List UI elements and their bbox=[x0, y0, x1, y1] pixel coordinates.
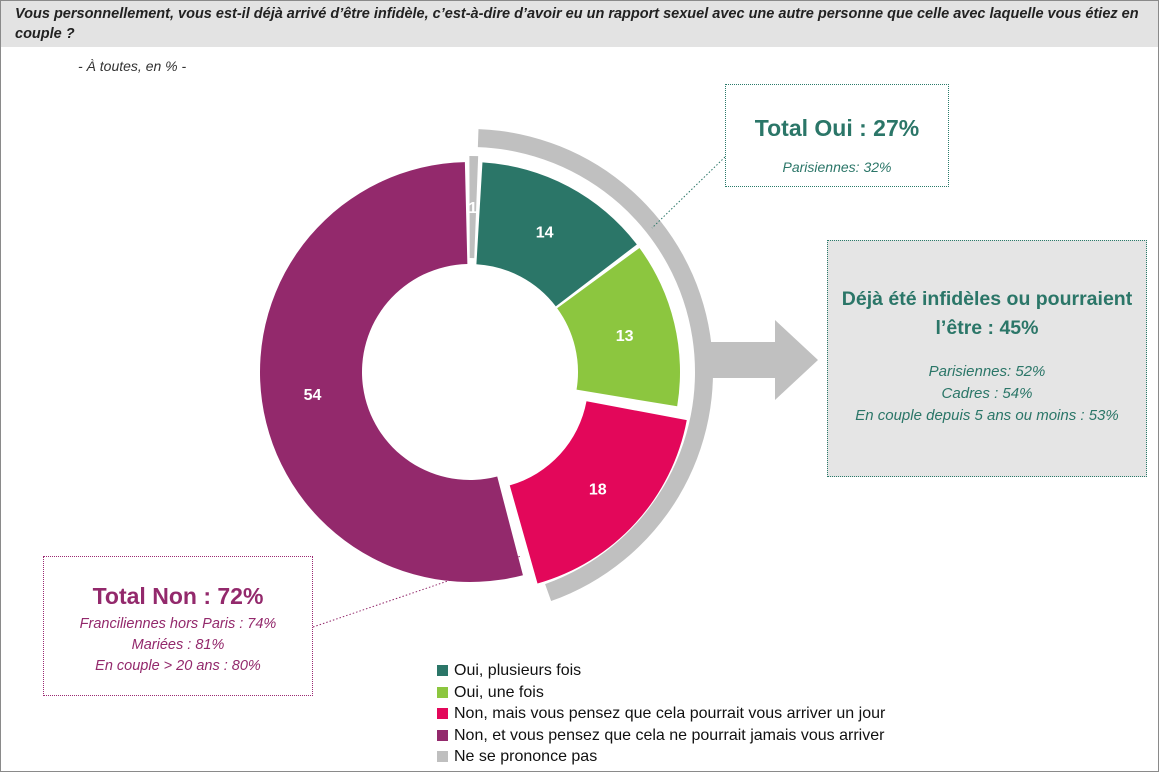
base-note: - À toutes, en % - bbox=[78, 58, 187, 74]
bracket-arrow bbox=[705, 320, 818, 400]
legend-label: Ne se prononce pas bbox=[454, 748, 598, 766]
legend-label: Non, mais vous pensez que cela pourrait … bbox=[454, 705, 886, 723]
slice-value-label: 14 bbox=[536, 225, 554, 242]
donut-slices bbox=[260, 156, 687, 584]
potential-title: Déjà été infidèles ou pourraient l’être … bbox=[841, 288, 1133, 339]
donut-slice bbox=[509, 401, 687, 584]
legend-item: Non, et vous pensez que cela ne pourrait… bbox=[437, 725, 885, 747]
potential-detail: Parisiennes: 52% bbox=[928, 363, 1046, 380]
legend-label: Non, et vous pensez que cela ne pourrait… bbox=[454, 726, 885, 744]
total-oui-detail: Parisiennes: 32% bbox=[782, 159, 892, 175]
donut-slice bbox=[260, 162, 523, 582]
legend-item: Oui, une fois bbox=[437, 682, 885, 704]
legend-swatch bbox=[437, 729, 448, 741]
legend-swatch bbox=[437, 686, 448, 698]
legend-item: Oui, plusieurs fois bbox=[437, 660, 885, 682]
total-non-callout: Total Non : 72% Franciliennes hors Paris… bbox=[43, 556, 313, 696]
slice-value-label: 54 bbox=[304, 387, 322, 404]
potential-bracket bbox=[477, 129, 818, 602]
donut-slice bbox=[557, 247, 680, 407]
donut-labels: 1 14 13 18 54 bbox=[304, 200, 634, 499]
oui-connector-line bbox=[651, 156, 726, 229]
legend-swatch bbox=[437, 665, 448, 676]
total-oui-title: Total Oui : 27% bbox=[754, 115, 920, 141]
total-non-detail: Mariées : 81% bbox=[131, 637, 225, 653]
potential-callout: Déjà été infidèles ou pourraient l’être … bbox=[827, 240, 1147, 477]
legend-swatch bbox=[437, 751, 448, 763]
donut-slice bbox=[476, 162, 637, 307]
total-oui-callout: Total Oui : 27% Parisiennes: 32% bbox=[725, 84, 949, 187]
legend-label: Oui, plusieurs fois bbox=[454, 662, 582, 679]
total-non-title: Total Non : 72% bbox=[92, 583, 264, 609]
question-header: Vous personnellement, vous est-il déjà a… bbox=[1, 1, 1158, 47]
legend-label: Oui, une fois bbox=[454, 683, 544, 701]
potential-detail: En couple depuis 5 ans ou moins : 53% bbox=[855, 407, 1119, 424]
potential-detail: Cadres : 54% bbox=[941, 385, 1033, 402]
total-non-detail: En couple > 20 ans : 80% bbox=[95, 658, 261, 674]
legend-item: Ne se prononce pas bbox=[437, 746, 885, 768]
chart-legend: Oui, plusieurs fois Oui, une fois Non, m… bbox=[437, 660, 885, 768]
slice-value-label: 13 bbox=[616, 328, 634, 345]
donut-slice bbox=[469, 156, 479, 259]
total-non-detail: Franciliennes hors Paris : 74% bbox=[79, 616, 277, 632]
slice-value-label: 1 bbox=[468, 200, 477, 217]
legend-swatch bbox=[437, 708, 448, 720]
legend-item: Non, mais vous pensez que cela pourrait … bbox=[437, 703, 885, 725]
slice-value-label: 18 bbox=[589, 482, 607, 499]
